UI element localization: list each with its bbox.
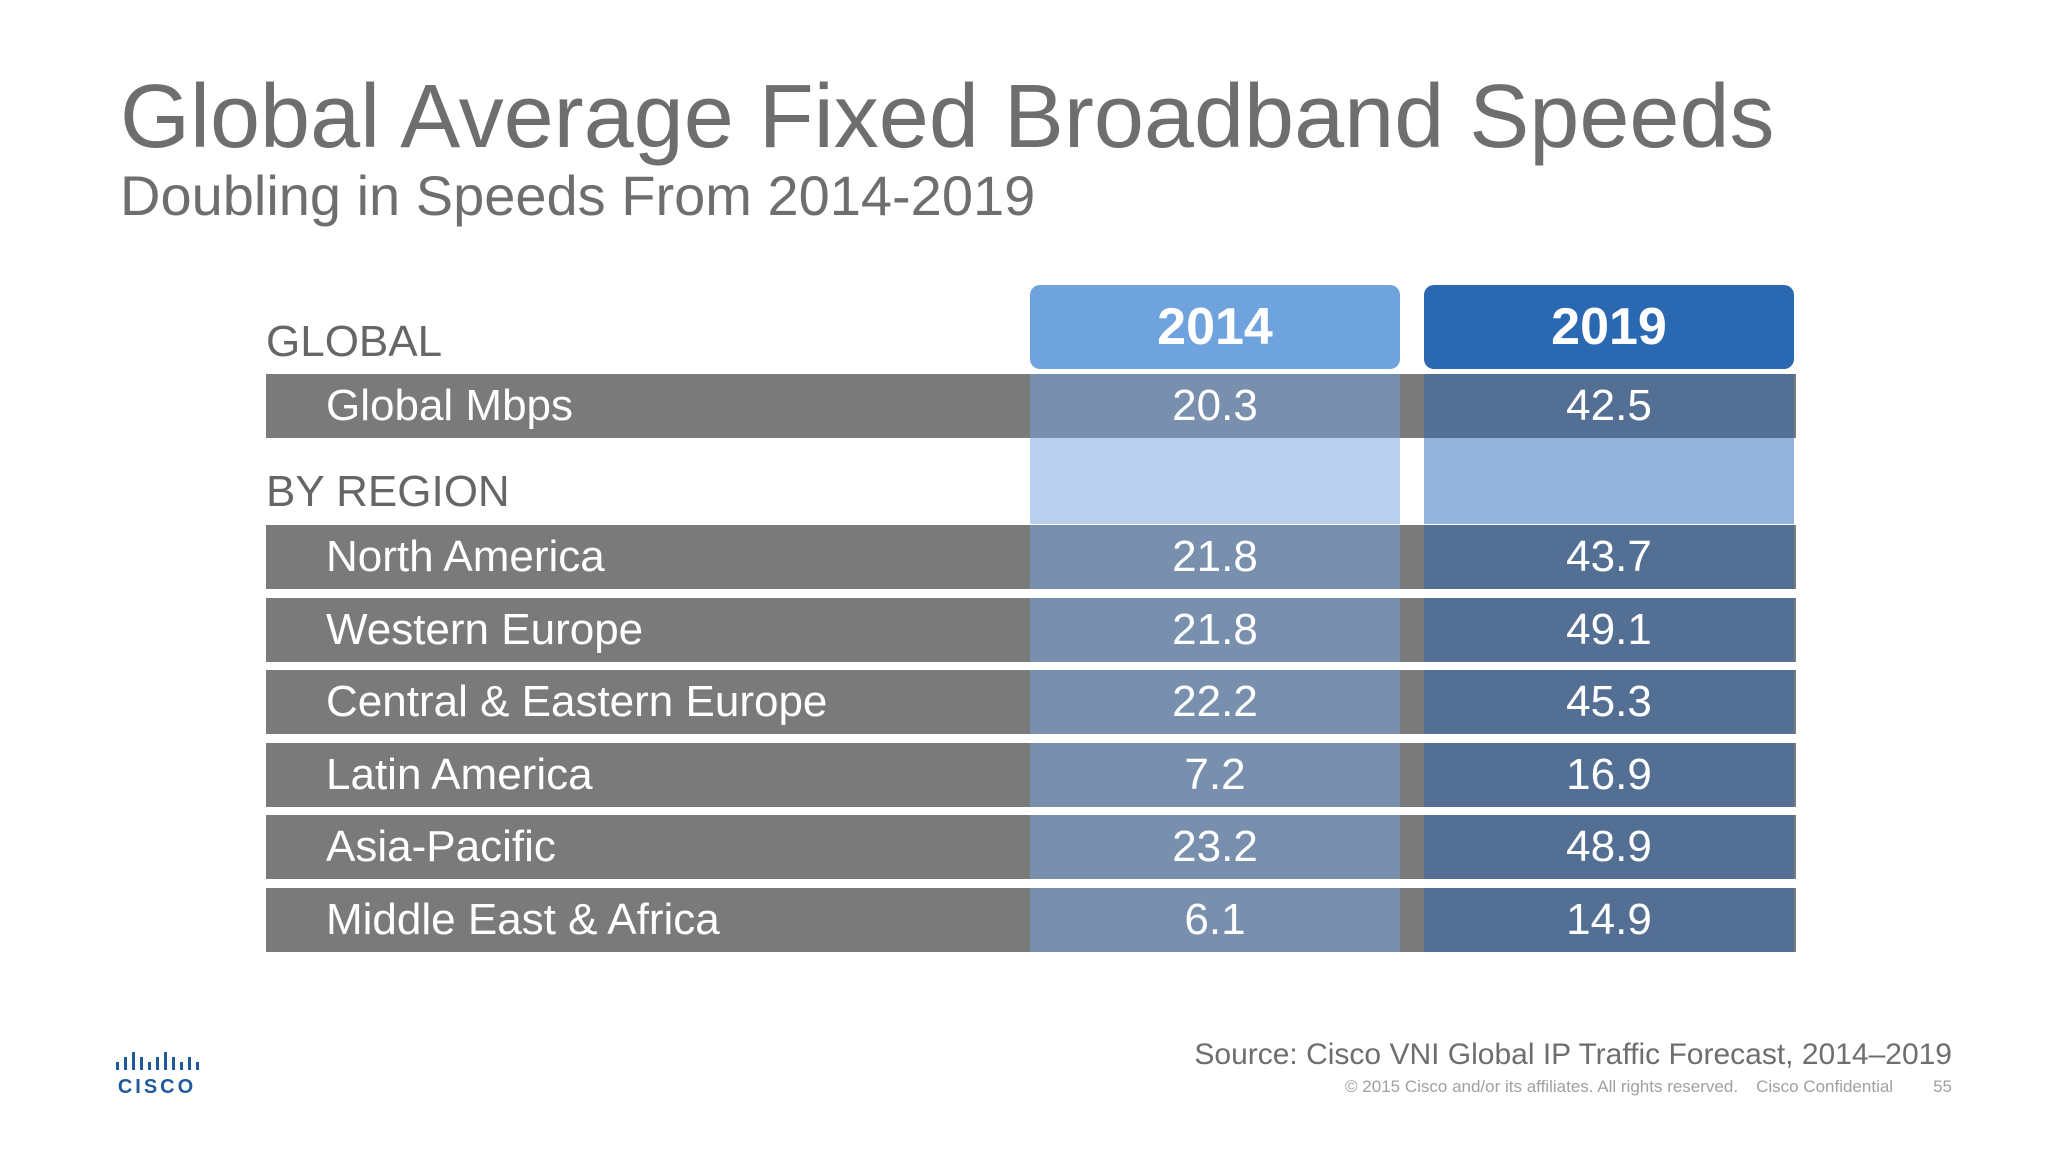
column-header-2014: 2014 [1030, 285, 1400, 369]
cisco-logo-text: CISCO [117, 1076, 197, 1098]
value-2019: 48.9 [1424, 815, 1794, 879]
page-number: 55 [1933, 1077, 1952, 1096]
table-row: Latin America 7.2 16.9 [266, 743, 1796, 807]
value-2014: 7.2 [1030, 743, 1400, 807]
region-band-2019 [1424, 438, 1794, 524]
value-2014: 6.1 [1030, 888, 1400, 952]
row-label: Global Mbps [266, 374, 1030, 438]
value-2019: 42.5 [1424, 374, 1794, 438]
page-subtitle: Doubling in Speeds From 2014-2019 [120, 164, 1036, 227]
value-2019: 45.3 [1424, 670, 1794, 734]
value-2019: 16.9 [1424, 743, 1794, 807]
row-label: Asia-Pacific [266, 815, 1030, 879]
value-2014: 22.2 [1030, 670, 1400, 734]
region-band-2014 [1030, 438, 1400, 524]
table-row: Western Europe 21.8 49.1 [266, 598, 1796, 662]
row-label: Middle East & Africa [266, 888, 1030, 952]
row-label: North America [266, 525, 1030, 589]
row-label: Central & Eastern Europe [266, 670, 1030, 734]
table-row: Global Mbps 20.3 42.5 [266, 374, 1796, 438]
cisco-bars-icon [116, 1052, 199, 1070]
source-note: Source: Cisco VNI Global IP Traffic Fore… [1194, 1038, 1952, 1071]
section-global-label: GLOBAL [266, 317, 443, 366]
copyright-text: © 2015 Cisco and/or its affiliates. All … [1345, 1077, 1739, 1096]
value-2014: 20.3 [1030, 374, 1400, 438]
table-row: Asia-Pacific 23.2 48.9 [266, 815, 1796, 879]
value-2019: 43.7 [1424, 525, 1794, 589]
section-region-label: BY REGION [266, 467, 510, 516]
value-2014: 21.8 [1030, 598, 1400, 662]
table-row: Central & Eastern Europe 22.2 45.3 [266, 670, 1796, 734]
value-2019: 14.9 [1424, 888, 1794, 952]
page-title: Global Average Fixed Broadband Speeds [120, 67, 1775, 167]
table-row: North America 21.8 43.7 [266, 525, 1796, 589]
row-label: Latin America [266, 743, 1030, 807]
table-row: Middle East & Africa 6.1 14.9 [266, 888, 1796, 952]
row-label: Western Europe [266, 598, 1030, 662]
confidential-text: Cisco Confidential [1756, 1077, 1894, 1096]
column-header-2019: 2019 [1424, 285, 1794, 369]
cisco-logo: CISCO [112, 1048, 202, 1098]
value-2019: 49.1 [1424, 598, 1794, 662]
value-2014: 23.2 [1030, 815, 1400, 879]
value-2014: 21.8 [1030, 525, 1400, 589]
footer: © 2015 Cisco and/or its affiliates. All … [1327, 1077, 1952, 1097]
